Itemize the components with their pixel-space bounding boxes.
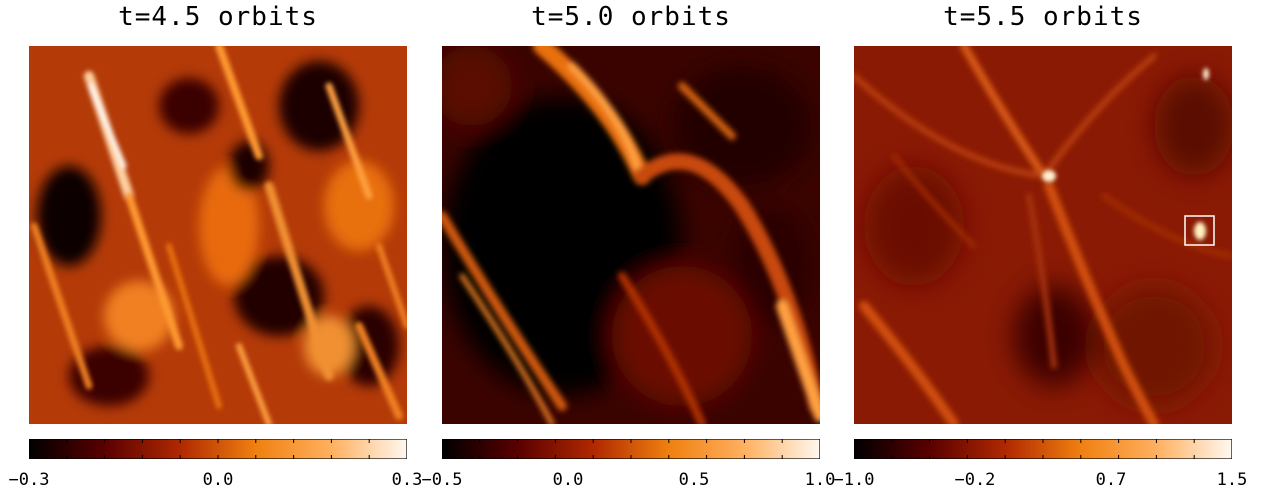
panel-title: t=5.0 orbits	[531, 2, 731, 32]
colorbar-tick-label: 1.0	[804, 470, 836, 490]
heatmap-image	[442, 46, 820, 424]
colorbar-tick-label: −1.0	[833, 470, 875, 490]
panel-2: t=5.0 orbits	[422, 0, 836, 497]
heatmap-image	[854, 46, 1232, 424]
colorbar-tick-label: 1.5	[1216, 470, 1248, 490]
panel-title: t=5.5 orbits	[943, 2, 1143, 32]
colorbar-tick-label: 0.0	[202, 470, 234, 490]
colorbar-tick-label: −0.5	[421, 470, 463, 490]
colorbar	[442, 439, 820, 459]
panel-title: t=4.5 orbits	[118, 2, 318, 32]
colorbar-tick-label: 0.5	[678, 470, 710, 490]
colorbar	[854, 439, 1232, 459]
colorbar-tick-label: 0.3	[391, 470, 423, 490]
colorbar-tick-label: −0.3	[8, 470, 50, 490]
panel-3: t=5.5 orbits	[834, 0, 1248, 497]
colorbar-tick-label: 0.7	[1095, 470, 1127, 490]
heatmap-image	[29, 46, 407, 424]
colorbar-tick-label: −0.2	[954, 470, 996, 490]
panel-1: t=4.5 orbits	[9, 0, 423, 497]
colorbar	[29, 439, 407, 459]
colorbar-tick-label: 0.0	[552, 470, 584, 490]
highlight-box	[1184, 215, 1215, 246]
